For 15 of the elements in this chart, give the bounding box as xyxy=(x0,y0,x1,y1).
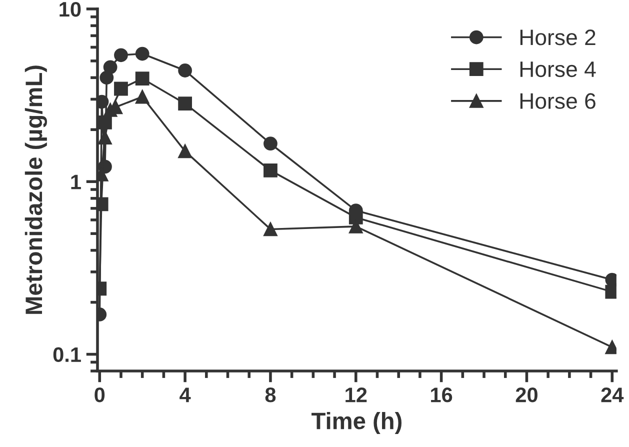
y-tick-label: 1 xyxy=(71,174,81,190)
x-tick-label: 16 xyxy=(431,388,452,402)
x-tick-label: 4 xyxy=(180,388,191,402)
y-tick-label: 10 xyxy=(60,2,81,17)
legend-label: Horse 2 xyxy=(520,30,596,46)
x-axis-title: Time (h) xyxy=(312,412,402,434)
x-tick-label: 8 xyxy=(265,388,276,402)
x-tick-label: 20 xyxy=(516,388,538,402)
x-tick-label: 12 xyxy=(346,388,367,402)
x-tick-label: 24 xyxy=(601,388,624,402)
legend-label: Horse 4 xyxy=(520,62,596,78)
y-tick-label: 0.1 xyxy=(53,347,81,362)
x-tick-label: 0 xyxy=(94,388,105,402)
legend-label: Horse 6 xyxy=(520,93,596,109)
y-axis-title: Metronidazole (µg/mL) xyxy=(24,66,48,314)
